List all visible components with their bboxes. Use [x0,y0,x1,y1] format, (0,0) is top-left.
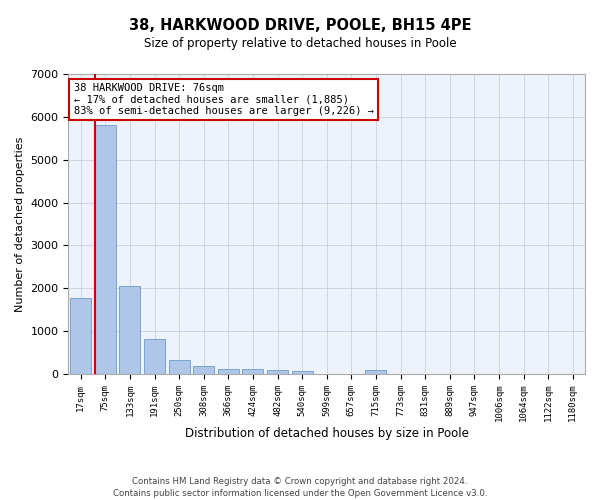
Text: 38, HARKWOOD DRIVE, POOLE, BH15 4PE: 38, HARKWOOD DRIVE, POOLE, BH15 4PE [129,18,471,32]
X-axis label: Distribution of detached houses by size in Poole: Distribution of detached houses by size … [185,427,469,440]
Bar [292,370,313,374]
Text: Contains public sector information licensed under the Open Government Licence v3: Contains public sector information licen… [113,489,487,498]
Bar [365,370,386,374]
Bar [242,370,263,374]
Bar [169,360,190,374]
Bar [144,339,165,374]
Text: Contains HM Land Registry data © Crown copyright and database right 2024.: Contains HM Land Registry data © Crown c… [132,478,468,486]
Y-axis label: Number of detached properties: Number of detached properties [15,136,25,312]
Bar [119,286,140,374]
Bar [267,370,288,374]
Bar [95,126,116,374]
Bar [193,366,214,374]
Text: 38 HARKWOOD DRIVE: 76sqm
← 17% of detached houses are smaller (1,885)
83% of sem: 38 HARKWOOD DRIVE: 76sqm ← 17% of detach… [74,83,374,116]
Bar [218,369,239,374]
Text: Size of property relative to detached houses in Poole: Size of property relative to detached ho… [143,38,457,51]
Bar [70,298,91,374]
